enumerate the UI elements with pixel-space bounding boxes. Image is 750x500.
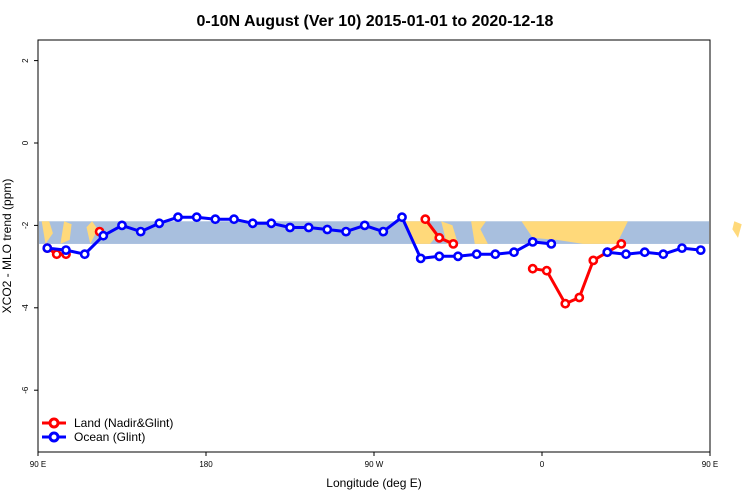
- ocean-point: [509, 247, 519, 258]
- land-patch-3: [403, 221, 438, 244]
- ocean-point: [490, 249, 501, 260]
- legend-marker-ocean: [48, 431, 60, 443]
- ocean-point: [621, 249, 631, 260]
- ocean-point: [695, 245, 706, 255]
- land-patch-5: [471, 221, 488, 244]
- chart-title: 0-10N August (Ver 10) 2015-01-01 to 2020…: [197, 13, 554, 30]
- ocean-point: [527, 236, 538, 247]
- ocean-point: [247, 218, 258, 229]
- series-ocean: [42, 212, 706, 264]
- ocean-point: [453, 251, 463, 262]
- land-point: [541, 265, 552, 276]
- land-point: [51, 249, 62, 260]
- ocean-line: [47, 215, 552, 260]
- ocean-point: [191, 212, 202, 223]
- x-tick-label: 90 E: [702, 460, 718, 469]
- ocean-point: [677, 243, 687, 253]
- x-tick-label: 180: [199, 460, 213, 469]
- ocean-point: [546, 238, 557, 249]
- legend-marker-land: [48, 417, 60, 429]
- land-point: [420, 214, 431, 225]
- ocean-point: [471, 249, 482, 260]
- ocean-point: [658, 249, 669, 260]
- ocean-point: [415, 253, 426, 264]
- land-point: [574, 292, 585, 303]
- y-tick-label: -4: [21, 304, 30, 312]
- x-tick-label: 0: [540, 460, 545, 469]
- land-patch-0: [41, 221, 53, 244]
- ocean-point: [117, 220, 127, 231]
- land-point: [588, 255, 599, 266]
- ocean-point: [285, 222, 295, 233]
- legend: Land (Nadir&Glint) Ocean (Glint): [42, 416, 173, 444]
- land-patch-2: [86, 221, 98, 244]
- ocean-point: [639, 247, 650, 258]
- y-axis: 2 0 -2 -4 -6: [21, 58, 38, 394]
- ocean-point: [434, 251, 445, 262]
- x-tick-label: 90 W: [365, 460, 384, 469]
- ocean-point: [210, 214, 221, 225]
- ocean-point: [98, 230, 109, 241]
- land-patch-6: [521, 221, 628, 244]
- ocean-point: [135, 226, 146, 237]
- land-patch-1: [60, 221, 72, 244]
- land-patch-4: [441, 221, 458, 244]
- y-tick-label: 0: [21, 140, 30, 145]
- y-tick-label: -6: [21, 386, 30, 394]
- x-axis: 90 E 180 90 W 0 90 E: [30, 452, 718, 469]
- ocean-point: [378, 226, 389, 237]
- ocean-point: [173, 212, 183, 223]
- land-point: [434, 232, 445, 243]
- ocean-point: [602, 247, 613, 258]
- ocean-point: [397, 212, 407, 223]
- x-tick-label: 90 E: [30, 460, 46, 469]
- ocean-point: [303, 222, 314, 233]
- series-layer: [42, 212, 706, 309]
- ocean-point: [61, 245, 71, 255]
- ocean-point: [341, 226, 351, 237]
- land-point: [560, 298, 571, 309]
- y-axis-label: XCO2 - MLO trend (ppm): [0, 179, 14, 314]
- ocean-point: [359, 220, 370, 231]
- land-patch-7: [732, 221, 742, 238]
- x-axis-label: Longitude (deg E): [326, 476, 421, 490]
- ocean-point: [79, 249, 90, 260]
- ocean-point: [322, 224, 333, 235]
- y-tick-label: 2: [21, 58, 30, 63]
- ocean-point: [154, 218, 165, 229]
- land-point: [616, 238, 627, 249]
- ocean-point: [42, 243, 53, 253]
- land-point: [448, 238, 459, 249]
- land-point: [527, 263, 538, 274]
- land-ocean-band: [39, 221, 742, 244]
- y-tick-label: -2: [21, 221, 30, 229]
- ocean-point: [229, 214, 239, 225]
- legend-label-land: Land (Nadir&Glint): [74, 416, 173, 430]
- legend-label-ocean: Ocean (Glint): [74, 430, 145, 444]
- ocean-point: [266, 218, 277, 229]
